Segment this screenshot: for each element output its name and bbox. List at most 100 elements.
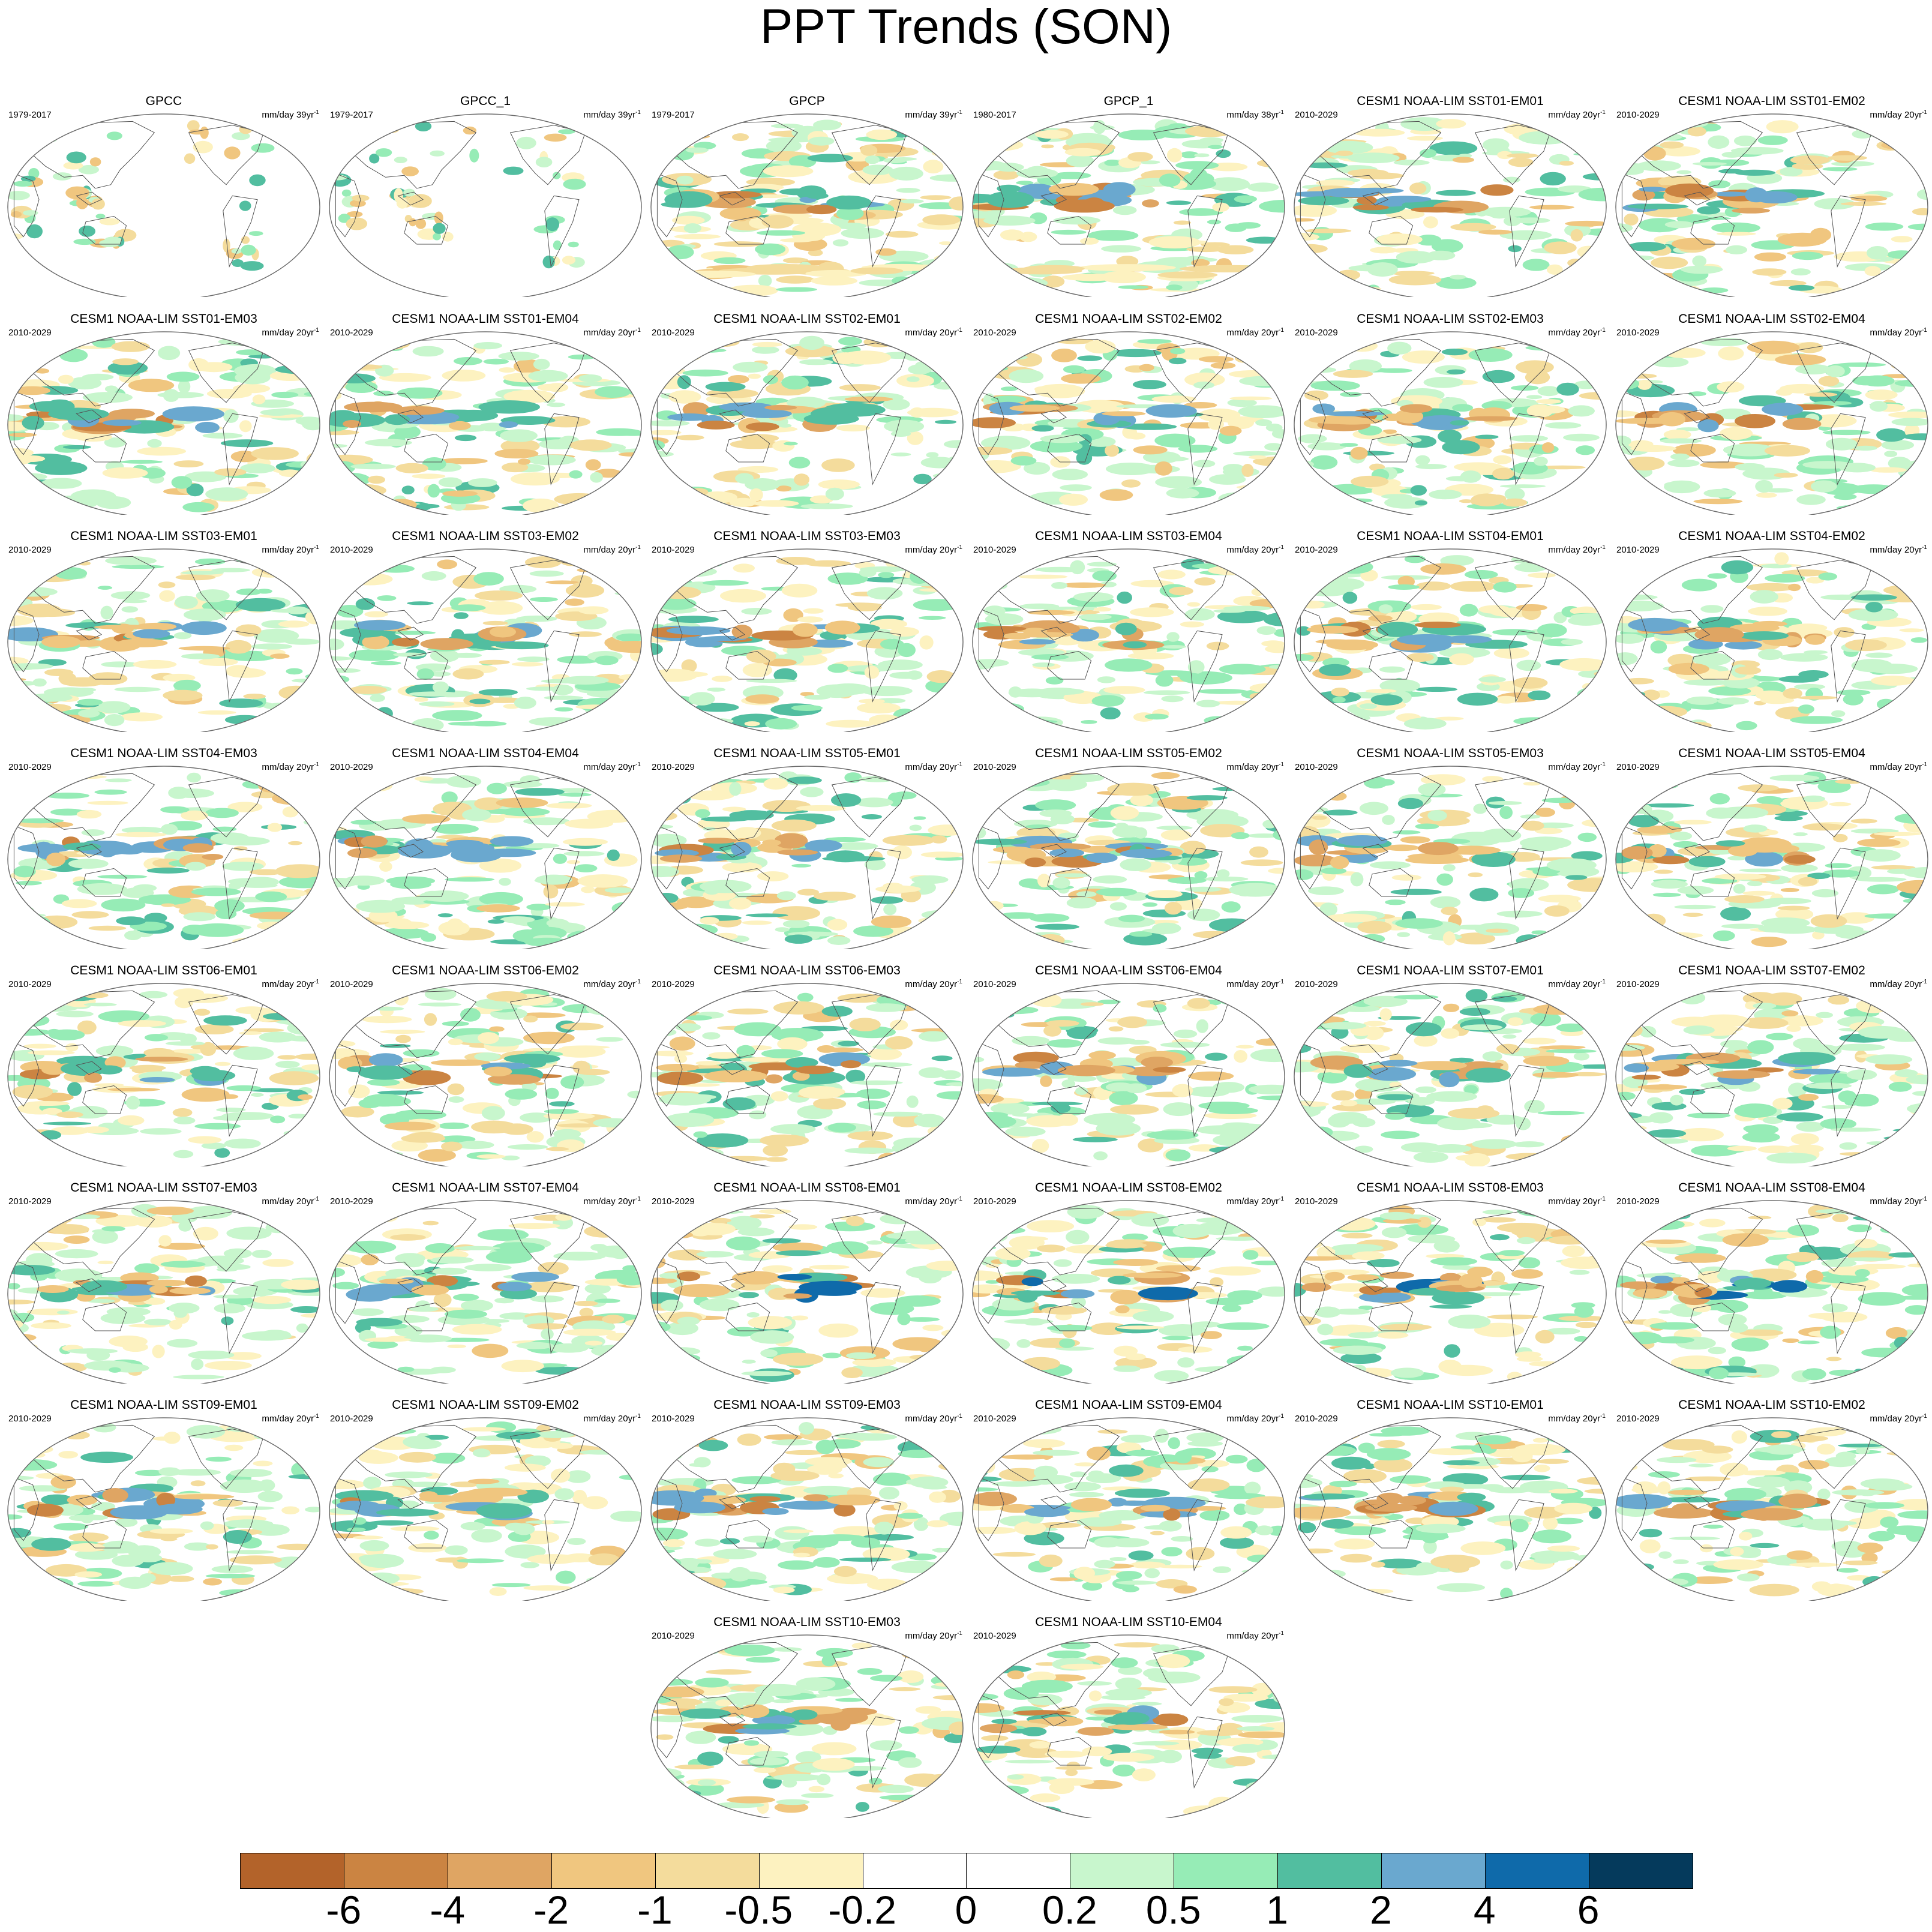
trend-cell bbox=[845, 1148, 895, 1154]
trend-cell bbox=[1446, 476, 1477, 481]
panel-units-exponent: -1 bbox=[957, 109, 962, 116]
trend-cell bbox=[654, 1019, 671, 1028]
trend-cell bbox=[745, 694, 779, 704]
trend-cell bbox=[412, 473, 446, 479]
trend-cell bbox=[590, 128, 605, 137]
trend-cell bbox=[1665, 221, 1694, 228]
trend-cell bbox=[173, 988, 204, 998]
trend-cell bbox=[683, 370, 728, 377]
trend-cell bbox=[528, 370, 568, 382]
map-canvas bbox=[1613, 528, 1931, 732]
trend-cell bbox=[672, 216, 704, 225]
trend-cell bbox=[697, 421, 735, 430]
trend-cell bbox=[946, 361, 966, 371]
trend-cell bbox=[1478, 676, 1506, 682]
trend-cell bbox=[1571, 718, 1609, 727]
trend-cell bbox=[43, 1122, 91, 1126]
trend-field bbox=[1291, 117, 1609, 296]
trend-cell bbox=[494, 449, 538, 458]
trend-cell bbox=[1912, 1091, 1931, 1096]
trend-cell bbox=[107, 1088, 160, 1091]
trend-cell bbox=[185, 862, 206, 871]
trend-cell bbox=[1865, 653, 1892, 658]
trend-cell bbox=[367, 1079, 400, 1086]
panel-title: CESM1 NOAA-LIM SST02-EM04 bbox=[1613, 312, 1931, 326]
trend-cell bbox=[1909, 251, 1931, 265]
trend-cell bbox=[1508, 1017, 1523, 1026]
trend-cell bbox=[1052, 877, 1070, 889]
trend-cell bbox=[1879, 281, 1900, 295]
trend-cell bbox=[115, 832, 166, 837]
trend-cell bbox=[1797, 696, 1837, 700]
trend-cell bbox=[612, 902, 644, 915]
trend-cell bbox=[1249, 847, 1268, 858]
trend-cell bbox=[1565, 221, 1609, 227]
trend-cell bbox=[1104, 160, 1120, 166]
trend-cell bbox=[545, 902, 585, 907]
trend-cell bbox=[281, 930, 308, 944]
trend-cell bbox=[1805, 1082, 1852, 1089]
coastline bbox=[273, 121, 295, 136]
trend-cell bbox=[1370, 861, 1411, 869]
trend-cell bbox=[922, 214, 960, 225]
trend-cell bbox=[477, 1154, 506, 1159]
trend-cell bbox=[471, 1121, 517, 1134]
trend-cell bbox=[115, 687, 161, 692]
trend-cell bbox=[530, 597, 558, 602]
trend-cell bbox=[1648, 713, 1673, 724]
trend-cell bbox=[1613, 338, 1640, 348]
trend-cell bbox=[422, 571, 446, 581]
coastline bbox=[1238, 556, 1259, 571]
trend-cell bbox=[1798, 704, 1814, 713]
trend-cell bbox=[385, 922, 429, 929]
trend-cell bbox=[97, 875, 147, 879]
trend-cell bbox=[431, 824, 479, 834]
coastline bbox=[916, 556, 938, 571]
trend-cell bbox=[1658, 770, 1682, 782]
trend-cell bbox=[1438, 430, 1462, 443]
trend-cell bbox=[1147, 1130, 1199, 1140]
trend-cell bbox=[825, 620, 860, 634]
trend-cell bbox=[95, 790, 127, 795]
trend-cell bbox=[770, 1124, 815, 1134]
trend-cell bbox=[56, 775, 107, 779]
trend-cell bbox=[1198, 689, 1247, 694]
map-canvas bbox=[648, 93, 966, 297]
trend-cell bbox=[286, 938, 298, 944]
trend-cell bbox=[1351, 872, 1364, 887]
trend-cell bbox=[1721, 560, 1753, 574]
trend-cell bbox=[1092, 695, 1124, 707]
trend-cell bbox=[1544, 905, 1570, 917]
trend-cell bbox=[1105, 658, 1152, 671]
trend-cell bbox=[1080, 238, 1099, 245]
trend-cell bbox=[733, 362, 767, 373]
trend-cell bbox=[1415, 1087, 1436, 1093]
trend-cell bbox=[1462, 1024, 1502, 1030]
trend-cell bbox=[677, 375, 691, 389]
panel-title: GPCP_1 bbox=[970, 94, 1288, 109]
trend-cell bbox=[1418, 842, 1459, 855]
trend-cell bbox=[949, 1135, 966, 1141]
trend-cell bbox=[1083, 197, 1105, 211]
trend-cell bbox=[1291, 908, 1321, 920]
trend-cell bbox=[1718, 346, 1744, 360]
trend-cell bbox=[1046, 677, 1064, 685]
trend-cell bbox=[243, 694, 266, 699]
trend-cell bbox=[1093, 1151, 1108, 1160]
trend-cell bbox=[1619, 284, 1670, 295]
trend-cell bbox=[593, 712, 629, 719]
trend-cell bbox=[535, 875, 572, 885]
trend-cell bbox=[59, 349, 88, 362]
trend-cell bbox=[809, 137, 835, 146]
trend-cell bbox=[286, 668, 303, 675]
trend-cell bbox=[1378, 1094, 1414, 1100]
trend-cell bbox=[1667, 460, 1699, 467]
trend-cell bbox=[326, 1144, 350, 1158]
trend-cell bbox=[594, 123, 602, 129]
map-canvas bbox=[648, 528, 966, 732]
trend-cell bbox=[1561, 639, 1583, 645]
trend-cell bbox=[1035, 130, 1069, 139]
trend-cell bbox=[988, 703, 1024, 715]
trend-cell bbox=[983, 215, 1035, 226]
